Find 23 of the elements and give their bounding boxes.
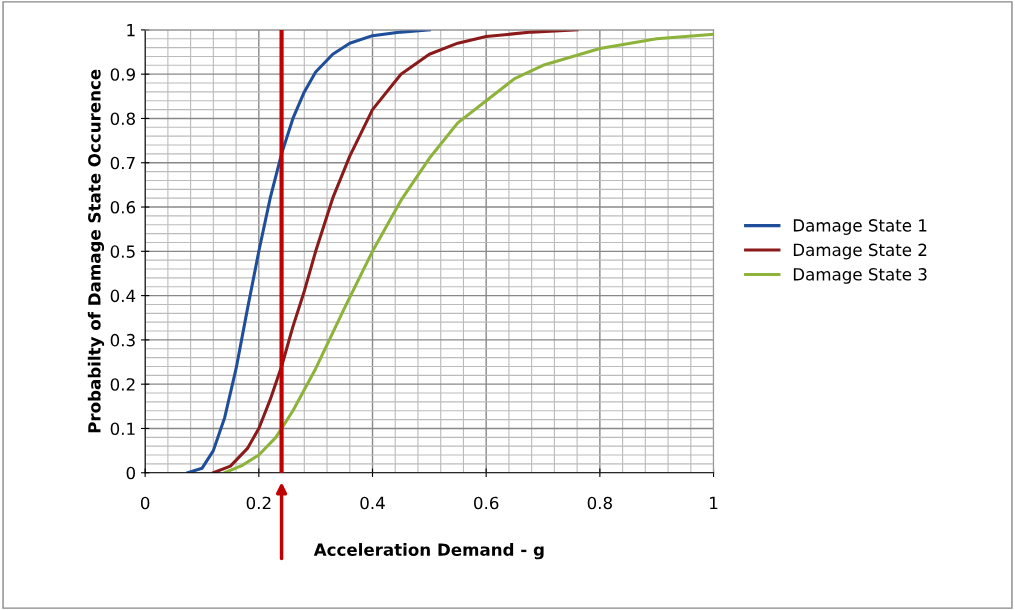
- y-tick-label: 0.3: [110, 333, 135, 347]
- legend-label: Damage State 1: [793, 219, 927, 235]
- y-tick-label: 1: [127, 24, 135, 37]
- y-tick-label: 0.9: [110, 68, 135, 81]
- y-tick-label: 0: [126, 466, 136, 480]
- line-series: [186, 29, 431, 473]
- x-axis-title: Acceleration Demand - g: [313, 543, 544, 560]
- legend-label: Damage State 3: [793, 268, 927, 284]
- y-tick-label: 0.7: [110, 156, 135, 170]
- y-tick-label: 0.4: [110, 289, 136, 303]
- x-tick-label: 0.8: [587, 496, 612, 510]
- y-tick-label: 0.5: [110, 245, 135, 258]
- y-tick-label: 0.8: [110, 112, 135, 126]
- y-axis-title: Probabilty of Damage State Occurence: [87, 69, 105, 433]
- x-tick-label: 0: [140, 496, 150, 510]
- y-tick-label: 0.2: [110, 378, 135, 391]
- x-tick-label: 0.2: [246, 496, 271, 510]
- y-tick-label: 0.6: [110, 201, 136, 214]
- y-tick-label: 0.1: [110, 422, 135, 436]
- x-tick-label: 0.4: [360, 496, 385, 510]
- x-tick-label: 0.6: [474, 496, 499, 510]
- x-tick-label: 1: [710, 496, 718, 510]
- legend-label: Damage State 2: [793, 243, 927, 260]
